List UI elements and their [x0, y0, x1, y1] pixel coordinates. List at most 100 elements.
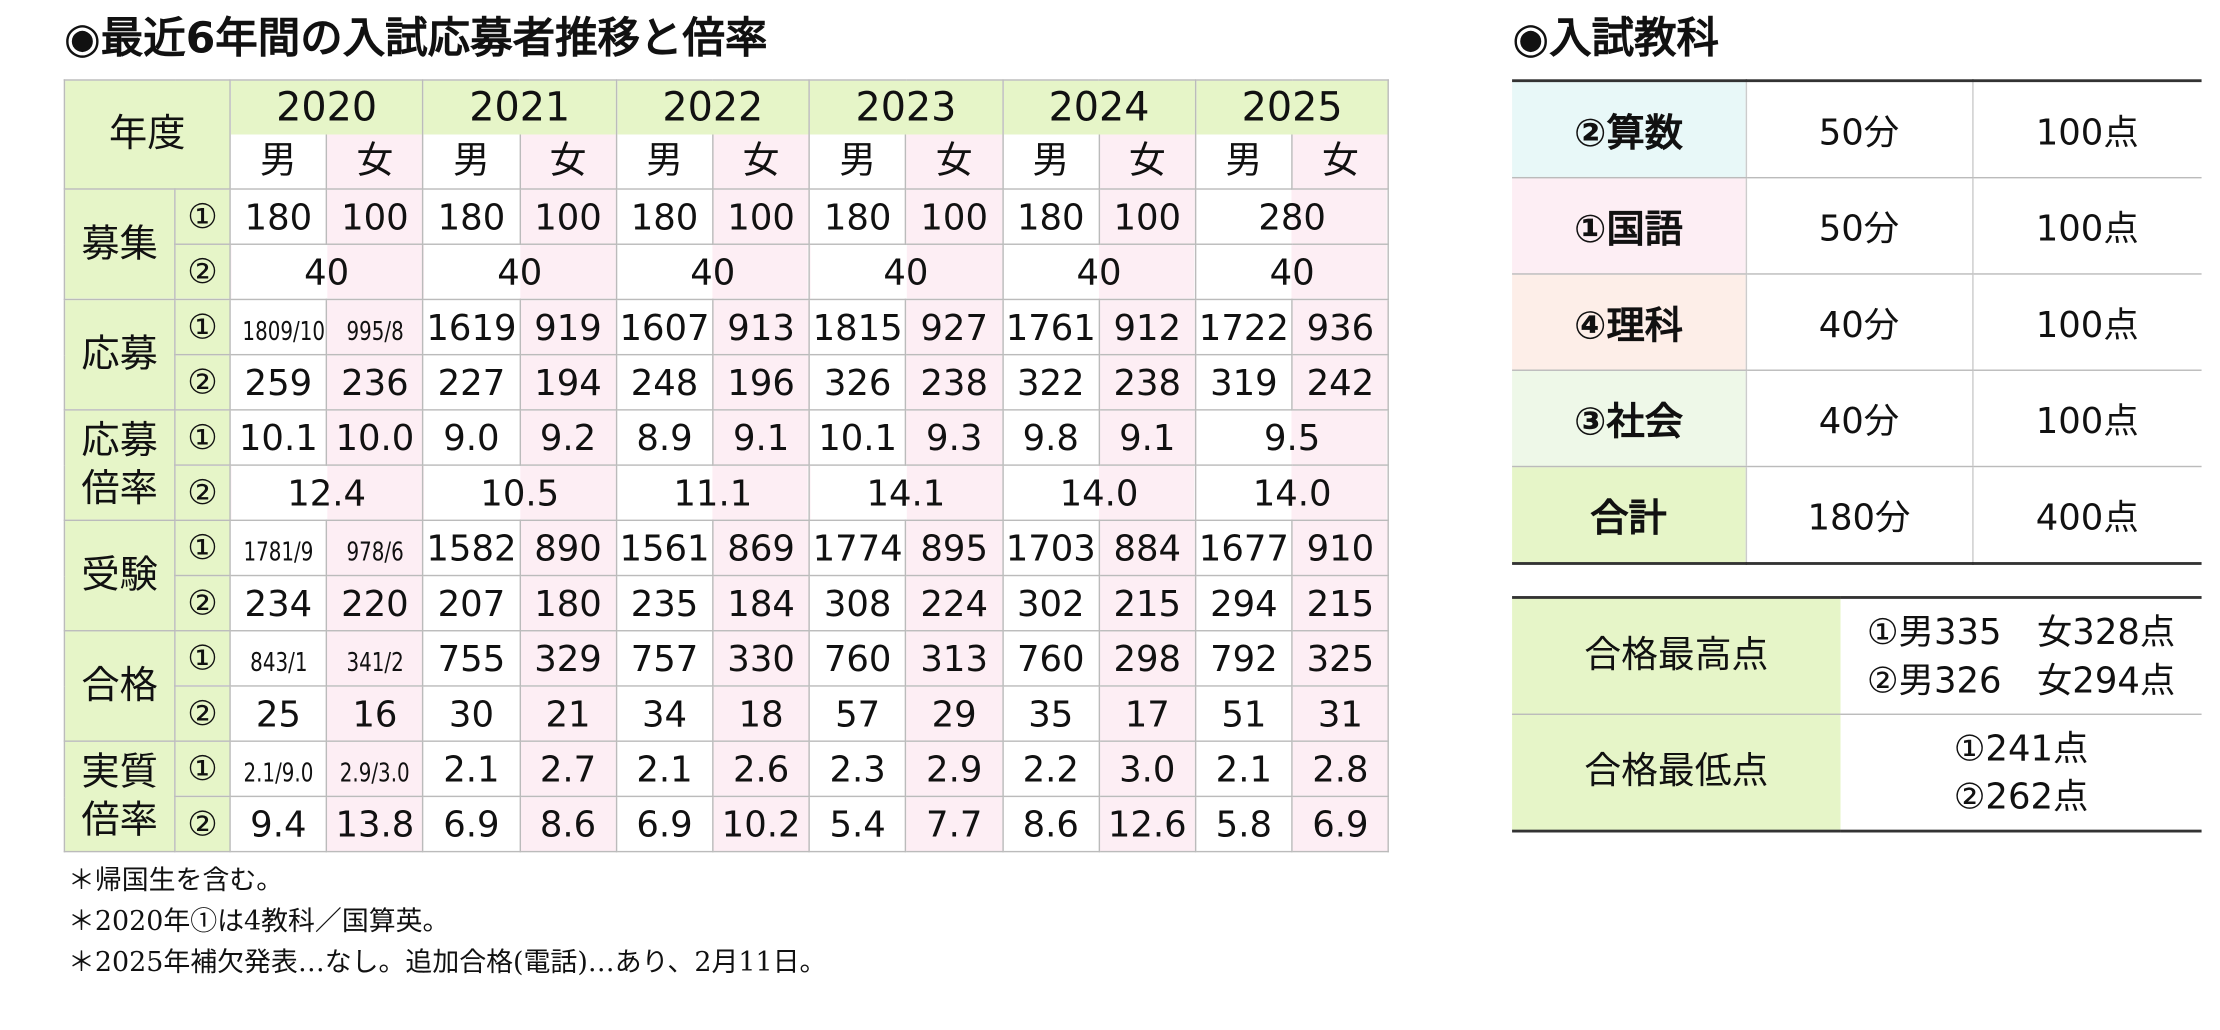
cell-text: 215 — [1306, 582, 1375, 624]
year-text: 2020 — [276, 83, 378, 131]
cell: 10.2 — [712, 795, 811, 853]
mark: ② — [174, 243, 231, 301]
cell-text: 2.9/3.0 — [339, 758, 410, 788]
cell-text: 9.0 — [443, 416, 500, 459]
mark-text: ① — [187, 417, 218, 458]
cell-text: 17 — [1124, 693, 1170, 735]
cell-text: 995/8 — [346, 316, 404, 347]
cell-text: 2.6 — [732, 748, 790, 790]
cell: 238 — [1098, 353, 1197, 411]
header-label-text: 年度 — [109, 112, 186, 156]
row-label: 受験 — [63, 519, 176, 632]
cell: 919 — [518, 298, 617, 356]
score-value: ①男335 女328点 ②男326 女294点 — [1840, 597, 2202, 715]
cell: 1809/10 — [229, 298, 328, 356]
cell: 18 — [712, 685, 811, 742]
cell-text: 40 — [1076, 251, 1122, 293]
cell: 100 — [1098, 188, 1197, 245]
subject-text: 100点 — [2035, 399, 2139, 442]
gender: 男 — [615, 134, 714, 190]
cell: 9.8 — [1001, 409, 1100, 466]
cell-text: 2.2 — [1022, 748, 1079, 790]
scores-table: 合格最高点 ①男335 女328点 ②男326 女294点 合格最低点 ①241点 ②26… — [1512, 596, 2202, 833]
row-label-text: 募集 — [81, 221, 158, 266]
cell: 8.6 — [518, 795, 617, 853]
cell: 1722 — [1194, 298, 1293, 356]
cell: 5.4 — [808, 795, 907, 853]
cell: 9.4 — [229, 795, 328, 853]
cell: 936 — [1291, 298, 1390, 356]
row-label: 募集 — [63, 188, 176, 301]
note: ＊2020年①は4教科／国算英。 — [67, 906, 450, 938]
data-row: ② 9.4 13.8 6.9 8.6 6.9 10.2 5.4 7.7 8.6 12.6 5.8 6.9 — [64, 795, 1390, 853]
cell-text: 895 — [920, 527, 988, 569]
cell-text: 248 — [630, 361, 699, 403]
cell: 100 — [712, 188, 811, 245]
cell: 1561 — [615, 519, 714, 577]
cell-text: 1619 — [426, 306, 517, 348]
cell-text: 8.6 — [539, 803, 597, 845]
gender-text: 女 — [742, 140, 780, 183]
cell-text: 18 — [738, 693, 784, 735]
cell-text: 40 — [883, 251, 929, 293]
cell-text: 40 — [690, 251, 736, 293]
row-label-text: 応募 — [81, 332, 158, 377]
subjects-table: ②算数 50分 100点 ①国語 50分 100点 ④理科 40分 100点 ③社会 40分 100点… — [1512, 79, 2202, 565]
cell-text: 9.5 — [1263, 416, 1321, 459]
cell: 180 — [615, 188, 714, 245]
subject-row: ③社会 40分 100点 — [1512, 370, 2202, 468]
cell: 227 — [422, 353, 521, 411]
subject-text: 40分 — [1818, 399, 1900, 442]
row-label-text: 倍率 — [81, 797, 158, 842]
data-row: 応募 ① 1809/10 995/8 1619 919 1607 913 1815 927 1761… — [63, 298, 1390, 411]
gender: 男 — [229, 134, 328, 190]
cell: 235 — [615, 574, 714, 632]
cell-text: 10.2 — [721, 803, 801, 845]
cell: 9.1 — [1098, 409, 1197, 466]
mark-text: ② — [187, 583, 218, 623]
cell-text: 341/2 — [346, 647, 404, 678]
cell-text: 30 — [448, 693, 494, 735]
score-label: 合格最高点 — [1512, 597, 1841, 715]
cell: 180 — [229, 188, 328, 245]
gender: 男 — [422, 134, 521, 190]
cell-text: 890 — [534, 527, 602, 569]
gender-text: 女 — [935, 140, 973, 183]
row-label: 合格 — [63, 630, 176, 742]
cell-text: 7.7 — [926, 803, 983, 845]
header-row: 年度 2020 2021 2022 2023 2024 2025 — [63, 79, 1390, 190]
cell: 2.3 — [808, 740, 907, 798]
cell-text: 1815 — [812, 306, 903, 348]
row-label-text: 倍率 — [81, 466, 158, 511]
year: 2024 — [1001, 79, 1197, 135]
score-row: 合格最高点 ①男335 女328点 ②男326 女294点 — [1512, 597, 2202, 715]
cell-text: 919 — [534, 306, 602, 348]
data-row: 受験 ① 1781/9 978/6 1582 890 1561 869 1774 895 1703 8… — [63, 519, 1390, 632]
cell-text: 224 — [920, 582, 988, 624]
cell: 843/1 — [229, 630, 328, 687]
cell-text: 40 — [304, 251, 350, 293]
cell: 755 — [422, 630, 521, 687]
cell-text: 2.1 — [443, 748, 500, 790]
subject-cell: 400点 — [1971, 466, 2202, 565]
cell: 760 — [1001, 630, 1100, 687]
subjects-title: ◉入試教科 — [1512, 14, 1720, 64]
cell-text: 180 — [244, 196, 313, 238]
year-text: 2021 — [469, 83, 571, 131]
cell-text: 34 — [642, 693, 688, 735]
cell-text: 13.8 — [335, 803, 415, 845]
cell: 29 — [905, 685, 1004, 742]
cell: 184 — [712, 574, 811, 632]
year-text: 2023 — [855, 83, 957, 131]
cell: 7.7 — [905, 795, 1004, 853]
mark-text: ① — [187, 748, 218, 789]
mark: ① — [174, 409, 231, 466]
cell-text: 9.1 — [732, 416, 790, 459]
cell: 180 — [1001, 188, 1100, 245]
subject-cell: 180分 — [1744, 466, 1973, 565]
cell-text: 259 — [244, 361, 313, 403]
cell: 294 — [1194, 574, 1293, 632]
cell: 326 — [808, 353, 907, 411]
cell-text: 180 — [1016, 196, 1085, 238]
cell-text: 5.8 — [1215, 803, 1272, 845]
